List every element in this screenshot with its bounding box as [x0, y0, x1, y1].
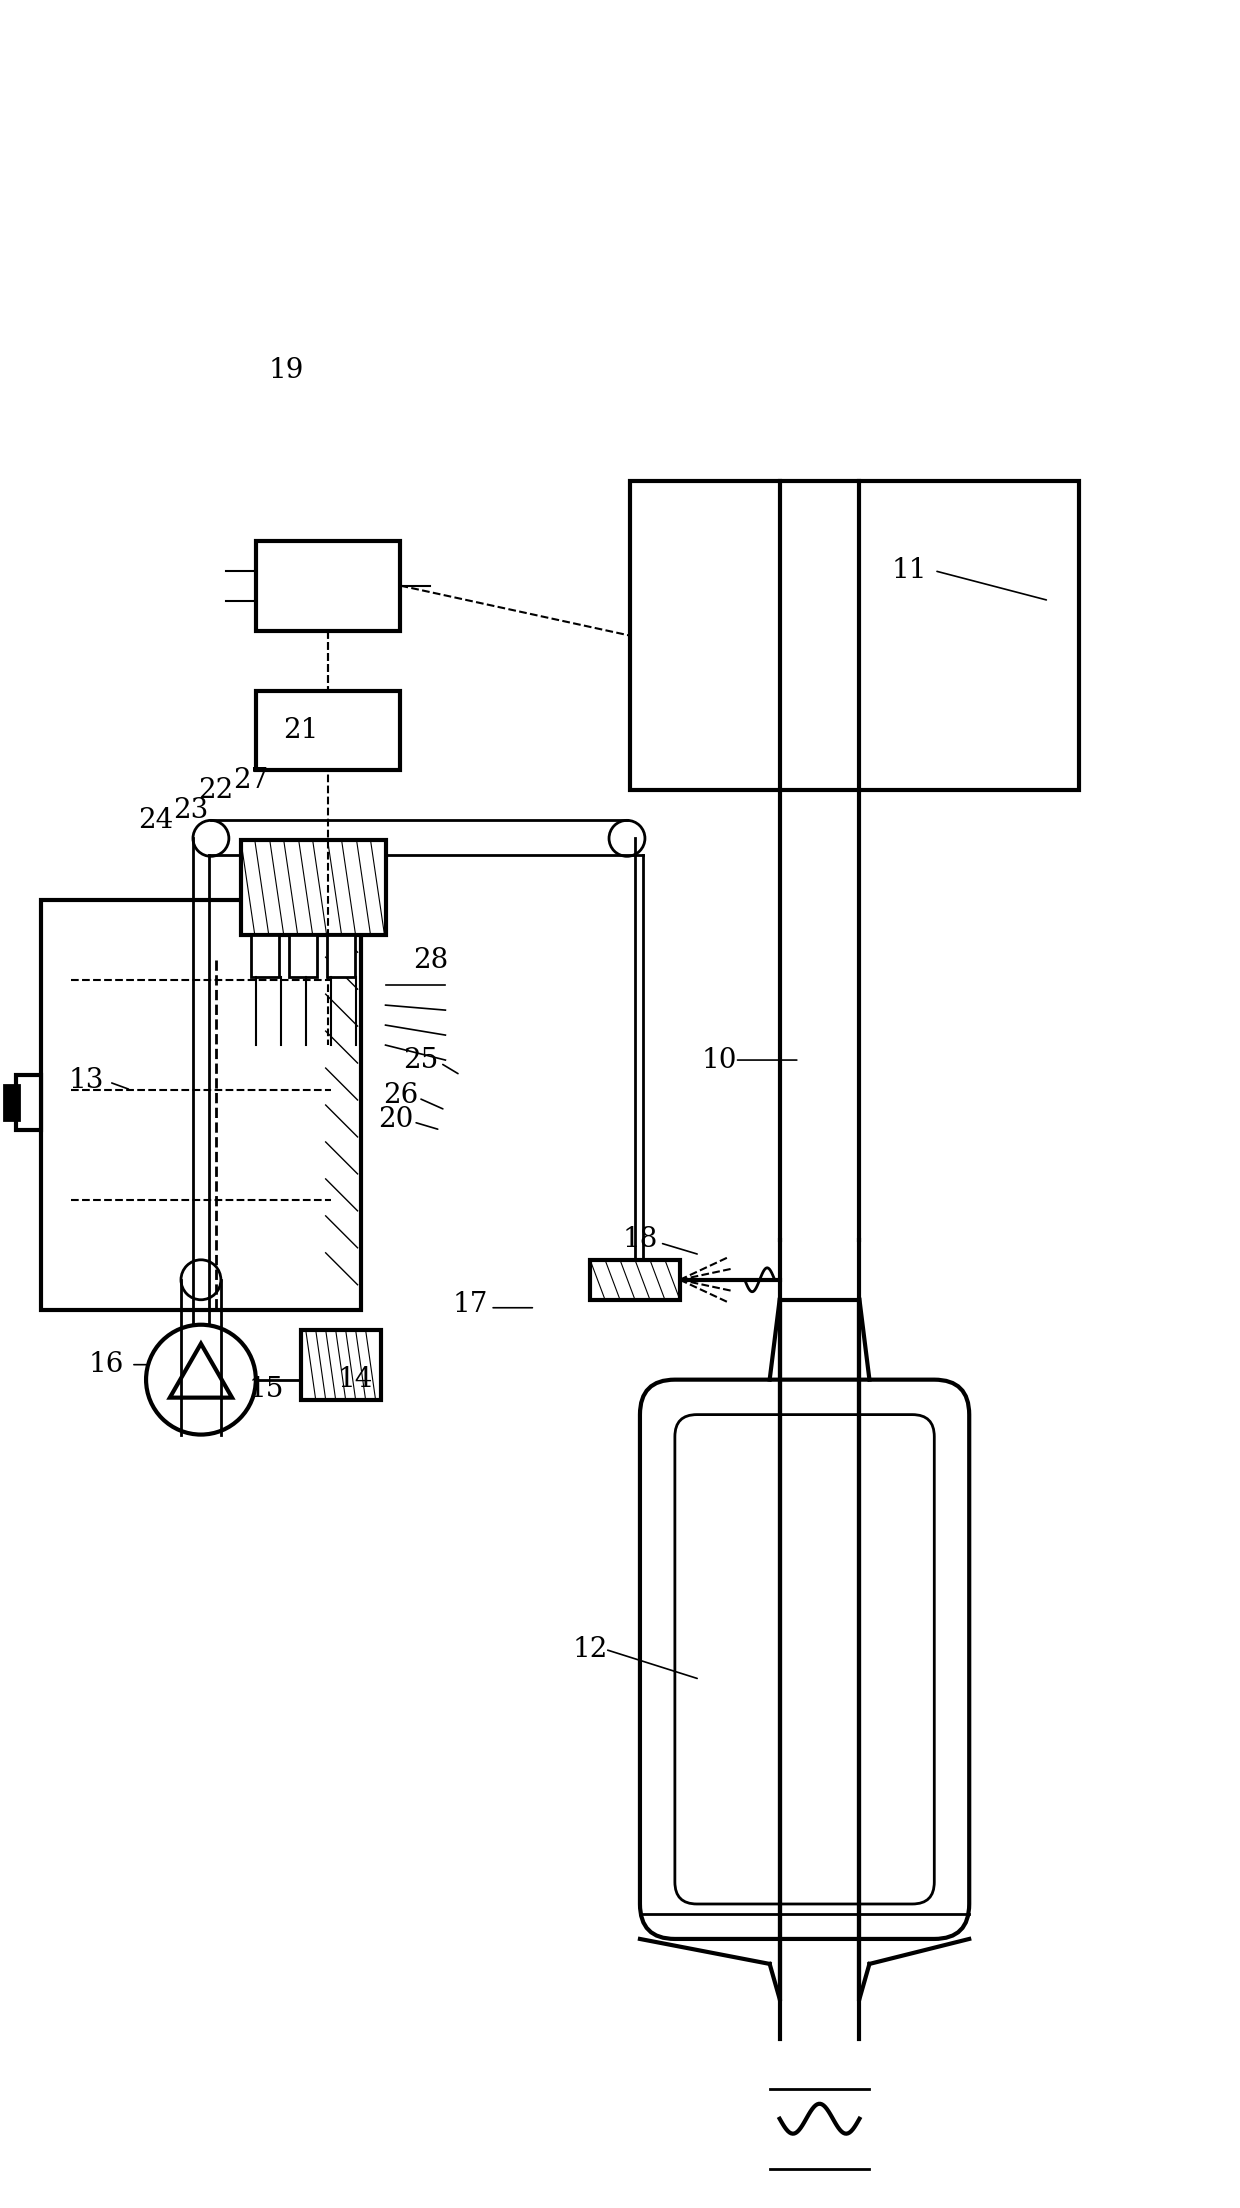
Bar: [289, 936, 316, 978]
Bar: [255, 691, 401, 771]
Text: 10: 10: [702, 1047, 738, 1073]
Text: 15: 15: [248, 1376, 284, 1402]
Text: 19: 19: [268, 358, 304, 384]
Bar: [326, 936, 355, 978]
Bar: [255, 541, 401, 631]
Text: 23: 23: [174, 797, 208, 824]
Text: 24: 24: [139, 806, 174, 835]
FancyBboxPatch shape: [640, 1380, 970, 1939]
Text: 11: 11: [892, 556, 928, 585]
Text: 27: 27: [233, 766, 269, 795]
Text: 20: 20: [378, 1106, 413, 1133]
Text: 13: 13: [68, 1066, 104, 1093]
Text: 12: 12: [573, 1636, 608, 1663]
Bar: [590, 1261, 680, 1301]
Bar: [630, 481, 1079, 790]
Text: 22: 22: [198, 777, 233, 804]
Text: 21: 21: [283, 718, 319, 744]
Text: 28: 28: [413, 947, 448, 974]
Bar: [41, 901, 361, 1309]
Bar: [250, 936, 279, 978]
Bar: [301, 1329, 381, 1400]
Text: 16: 16: [88, 1351, 124, 1378]
Bar: [5, 1084, 20, 1119]
Text: 14: 14: [339, 1367, 373, 1393]
Text: 26: 26: [383, 1082, 418, 1108]
Text: 18: 18: [622, 1225, 657, 1254]
Text: 25: 25: [403, 1047, 438, 1073]
Bar: [241, 841, 386, 936]
Bar: [16, 1075, 41, 1130]
FancyBboxPatch shape: [675, 1415, 934, 1903]
Text: 17: 17: [453, 1292, 489, 1318]
